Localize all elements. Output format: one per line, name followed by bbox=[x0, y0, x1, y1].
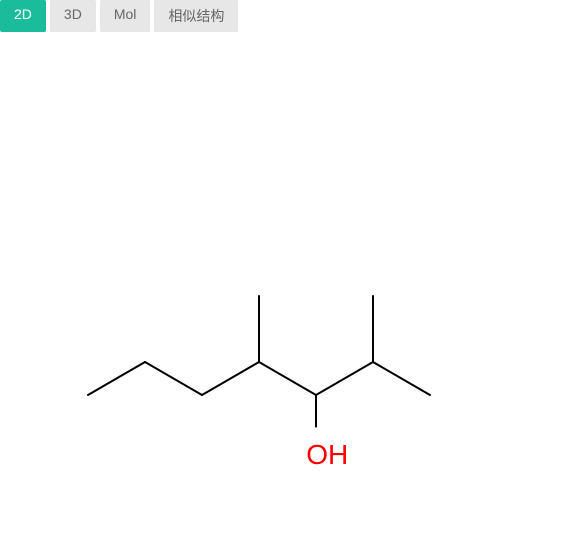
tab-similar[interactable]: 相似结构 bbox=[154, 0, 238, 32]
view-tabs: 2D 3D Mol 相似结构 bbox=[0, 0, 564, 32]
structure-canvas: OH bbox=[0, 32, 564, 547]
tab-2d[interactable]: 2D bbox=[0, 0, 46, 32]
bond bbox=[373, 362, 430, 395]
bond bbox=[88, 362, 145, 395]
bond bbox=[316, 362, 373, 395]
tab-3d[interactable]: 3D bbox=[50, 0, 96, 32]
molecule-svg: OH bbox=[0, 32, 564, 547]
bond bbox=[259, 362, 316, 395]
tab-mol[interactable]: Mol bbox=[100, 0, 151, 32]
atom-label: OH bbox=[306, 439, 348, 470]
bond bbox=[202, 362, 259, 395]
bond bbox=[145, 362, 202, 395]
